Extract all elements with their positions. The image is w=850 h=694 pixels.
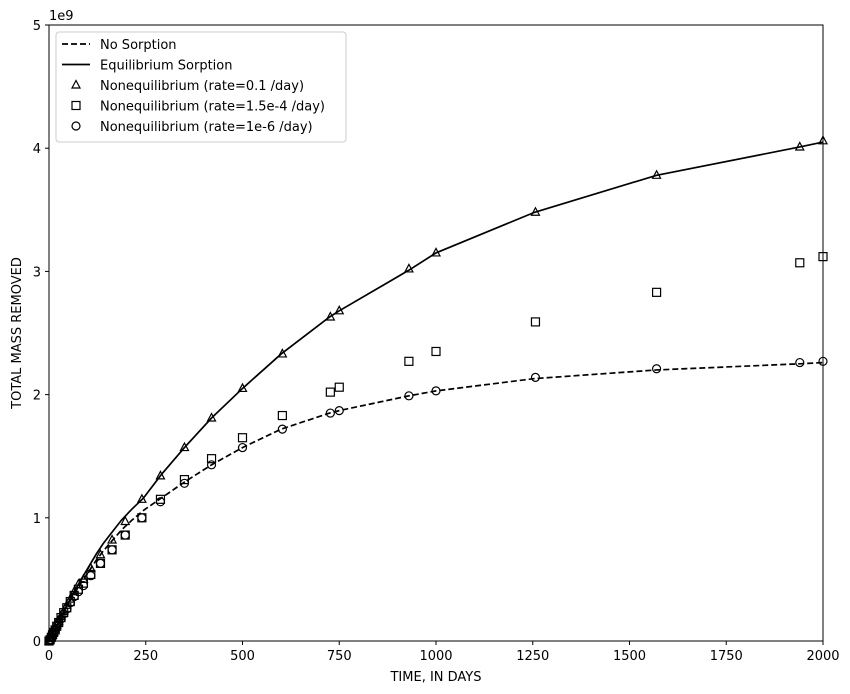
y-tick-label: 0 [33, 635, 41, 650]
legend-label: No Sorption [100, 38, 177, 53]
data-point [795, 357, 805, 368]
data-point [95, 558, 106, 568]
data-point [795, 258, 805, 268]
data-point [334, 305, 345, 315]
y-tick-label: 3 [33, 265, 41, 280]
data-point [73, 587, 84, 597]
x-tick-label: 1500 [613, 649, 646, 664]
legend-label: Equilibrium Sorption [100, 59, 233, 74]
data-point [530, 206, 541, 216]
data-point [136, 493, 147, 503]
legend-item: Nonequilibrium (rate=0.1 /day) [71, 79, 304, 94]
y-tick-label: 1 [33, 512, 41, 527]
data-point [404, 356, 414, 366]
data-point [179, 478, 190, 488]
legend-item: No Sorption [62, 38, 177, 53]
data-point [530, 372, 541, 382]
series-line [48, 361, 824, 642]
legend-swatch [71, 121, 81, 131]
x-tick-label: 500 [230, 649, 255, 664]
x-tick-label: 1000 [419, 649, 452, 664]
data-point [237, 442, 248, 453]
legend-swatch [71, 100, 81, 111]
data-point [651, 364, 662, 374]
x-tick-label: 250 [133, 649, 158, 664]
y-offset-label: 1e9 [49, 9, 74, 24]
data-point [179, 475, 190, 485]
data-point [155, 470, 166, 480]
data-point [95, 548, 106, 559]
data-point [334, 406, 344, 416]
data-point [325, 311, 336, 321]
data-point [56, 614, 66, 624]
data-point [325, 408, 335, 418]
legend-label: Nonequilibrium (rate=0.1 /day) [100, 79, 304, 94]
series-5 [44, 356, 828, 646]
plot-area [44, 135, 828, 646]
data-point [403, 263, 414, 273]
data-point [277, 348, 288, 358]
data-point [59, 609, 69, 619]
data-point [86, 571, 96, 581]
series-1 [48, 361, 824, 642]
data-point [206, 460, 217, 470]
data-point [325, 387, 335, 397]
data-point [277, 410, 287, 421]
x-tick-label: 0 [45, 649, 53, 664]
data-point [179, 441, 190, 452]
data-point [78, 580, 89, 591]
legend-label: Nonequilibrium (rate=1e-6 /day) [100, 120, 313, 135]
data-point [206, 412, 217, 422]
legend-item: Nonequilibrium (rate=1e-6 /day) [71, 120, 313, 135]
data-point [431, 247, 441, 257]
data-point [651, 287, 662, 297]
y-tick-label: 5 [33, 19, 41, 34]
legend-swatch [71, 79, 81, 89]
data-point [120, 515, 131, 526]
legend: No Sorption Equilibrium Sorption Nonequili… [55, 31, 347, 143]
x-tick-label: 2000 [806, 649, 839, 664]
y-tick-label: 2 [33, 389, 41, 404]
series-4 [44, 252, 828, 646]
data-point [107, 534, 118, 544]
data-point [431, 386, 441, 396]
data-point [334, 382, 344, 392]
data-point [277, 424, 287, 434]
data-point [431, 346, 441, 357]
data-point [65, 593, 76, 603]
x-tick-label: 750 [327, 649, 352, 664]
legend-box [55, 31, 347, 143]
x-tick-label: 1250 [516, 649, 549, 664]
y-tick-label: 4 [33, 142, 41, 157]
legend-item: Equilibrium Sorption [62, 59, 233, 74]
y-axis-label: TOTAL MASS REMOVED [10, 257, 25, 410]
data-point [155, 494, 166, 504]
data-point [155, 497, 166, 507]
data-point [237, 382, 248, 393]
data-point [794, 141, 805, 151]
data-point [120, 530, 130, 540]
data-point [107, 545, 117, 555]
data-point [651, 169, 662, 179]
axes: 0 250 500 750 1000 1250 1500 1750 2000 0 1 2 3 4 5 [33, 19, 840, 664]
data-point [78, 578, 89, 588]
legend-label: Nonequilibrium (rate=1.5e-4 /day) [100, 100, 325, 115]
data-point [404, 391, 414, 401]
data-point [237, 433, 248, 443]
data-point [137, 513, 147, 523]
data-point [530, 317, 541, 327]
legend-item: Nonequilibrium (rate=1.5e-4 /day) [71, 100, 325, 115]
x-tick-label: 1750 [710, 649, 743, 664]
x-axis-label: TIME, IN DAYS [389, 670, 481, 685]
data-point [206, 454, 217, 464]
